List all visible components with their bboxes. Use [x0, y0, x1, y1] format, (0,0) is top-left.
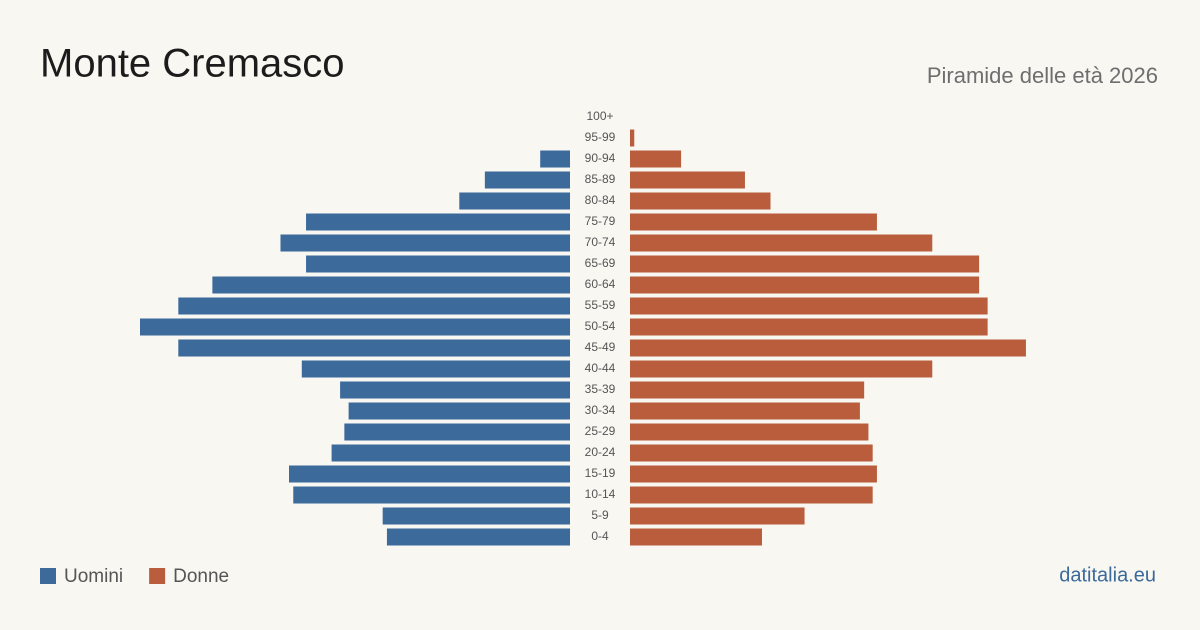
bar [178, 339, 570, 357]
bar [630, 402, 860, 420]
bar [630, 150, 682, 168]
bar [630, 255, 980, 273]
legend-label: Donne [173, 566, 229, 587]
bar [630, 192, 771, 210]
bar [630, 528, 762, 546]
bar [306, 213, 570, 231]
bar [344, 423, 570, 441]
bar [459, 192, 570, 210]
age-label: 50-54 [585, 319, 616, 333]
age-label: 100+ [586, 109, 613, 123]
bar [331, 444, 570, 462]
bar [630, 465, 877, 483]
age-label: 55-59 [585, 298, 616, 312]
age-label: 30-34 [585, 403, 616, 417]
bar [630, 318, 988, 336]
age-label: 45-49 [585, 340, 616, 354]
bar [630, 297, 988, 315]
bar [293, 486, 570, 504]
age-label: 10-14 [585, 487, 616, 501]
age-label: 70-74 [585, 235, 616, 249]
bar [540, 150, 570, 168]
age-label: 35-39 [585, 382, 616, 396]
bar [630, 507, 805, 525]
bar [630, 339, 1026, 357]
bar [212, 276, 571, 294]
bar [630, 444, 873, 462]
bar [630, 213, 877, 231]
bar [630, 360, 933, 378]
bar [140, 318, 570, 336]
bar [484, 171, 570, 189]
bar [630, 423, 869, 441]
age-label: 20-24 [585, 445, 616, 459]
bar [382, 507, 570, 525]
age-label: 40-44 [585, 361, 616, 375]
legend-swatch [40, 568, 56, 584]
bar [630, 486, 873, 504]
bar [348, 402, 570, 420]
chart-title: Monte Cremasco [40, 42, 345, 86]
bar [630, 381, 865, 399]
bar [340, 381, 570, 399]
source: datitalia.eu [1059, 564, 1156, 586]
bar [630, 234, 933, 252]
bar [386, 528, 570, 546]
legend-label: Uomini [64, 566, 123, 587]
bar [630, 171, 745, 189]
age-label: 85-89 [585, 172, 616, 186]
age-label: 15-19 [585, 466, 616, 480]
legend-swatch [149, 568, 166, 584]
chart-subtitle: Piramide delle età 2026 [927, 63, 1158, 88]
age-label: 75-79 [585, 214, 616, 228]
age-label: 0-4 [591, 529, 609, 543]
bar [630, 276, 980, 294]
age-label: 25-29 [585, 424, 616, 438]
age-label: 60-64 [585, 277, 616, 291]
bar [280, 234, 570, 252]
bar [289, 465, 570, 483]
bar [306, 255, 570, 273]
age-label: 80-84 [585, 193, 616, 207]
age-label: 95-99 [585, 130, 616, 144]
bar [178, 297, 570, 315]
age-label: 65-69 [585, 256, 616, 270]
bar [301, 360, 570, 378]
age-label: 90-94 [585, 151, 616, 165]
bar [630, 129, 635, 147]
age-label: 5-9 [591, 508, 609, 522]
